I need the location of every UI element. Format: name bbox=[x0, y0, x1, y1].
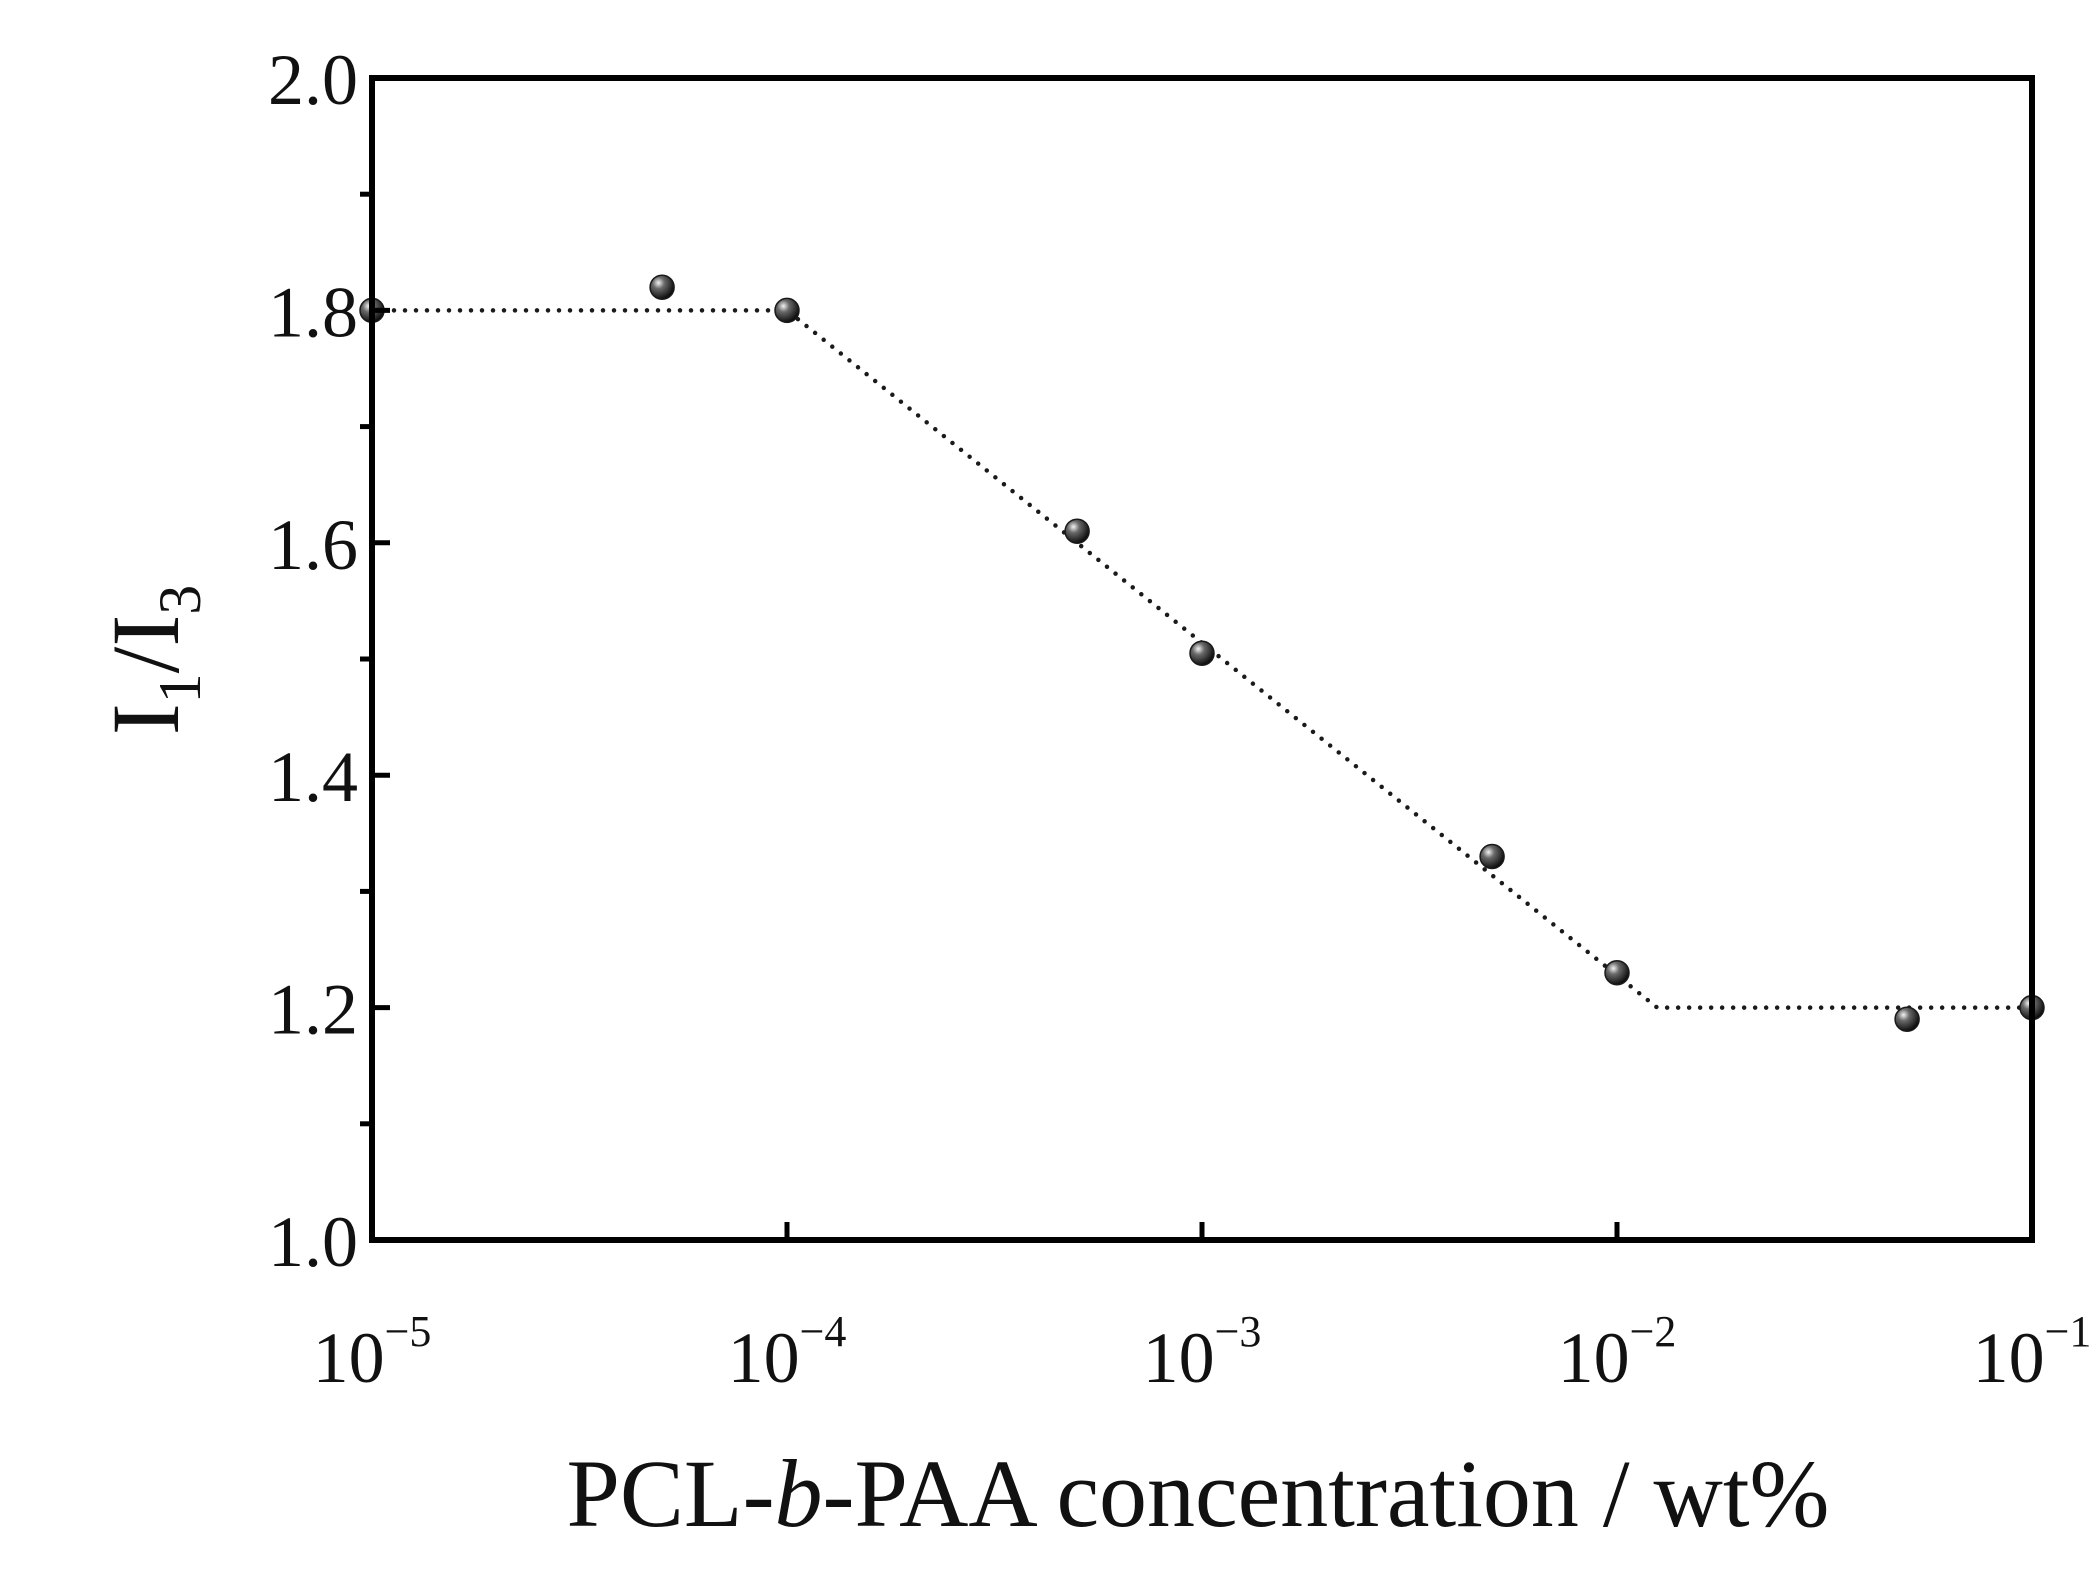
y-axis-title-slash: / bbox=[92, 646, 199, 673]
data-point bbox=[1604, 959, 1630, 986]
data-point bbox=[1064, 518, 1090, 544]
x-tick-exponent: −5 bbox=[385, 1307, 432, 1356]
x-tick-label: 10−3 bbox=[1143, 1307, 1262, 1398]
plot-frame bbox=[369, 75, 2035, 1243]
data-point bbox=[774, 297, 800, 324]
y-tick-label: 1.0 bbox=[268, 1202, 358, 1282]
data-point bbox=[1894, 1006, 1920, 1032]
x-tick-base: 10 bbox=[1558, 1318, 1630, 1398]
x-axis-title-italic: b bbox=[775, 1440, 823, 1547]
x-tick-label: 10−2 bbox=[1558, 1307, 1677, 1398]
x-tick-label: 10−1 bbox=[1973, 1307, 2092, 1398]
y-tick-label: 1.8 bbox=[268, 272, 358, 352]
fit-line-layer bbox=[369, 308, 2035, 1010]
x-tick-exponent: −1 bbox=[2045, 1307, 2092, 1356]
y-tick-label: 1.6 bbox=[268, 505, 358, 585]
x-axis-ticks: 10−5 10−4 10−3 10−2 10−1 bbox=[313, 1222, 2092, 1398]
y-tick-label: 2.0 bbox=[268, 40, 358, 120]
x-tick-exponent: −3 bbox=[1215, 1307, 1262, 1356]
x-axis-title-post: -PAA concentration / wt% bbox=[823, 1440, 1830, 1547]
data-points-layer bbox=[359, 274, 2045, 1032]
x-tick-base: 10 bbox=[1973, 1318, 2045, 1398]
y-axis-title-sub1: 1 bbox=[147, 673, 213, 703]
y-axis-title: I1/I3 bbox=[92, 585, 213, 736]
data-point bbox=[1189, 640, 1215, 666]
fit-line bbox=[369, 308, 2035, 1010]
y-axis-title-base2: I bbox=[92, 615, 199, 647]
x-tick-label: 10−4 bbox=[728, 1307, 847, 1398]
y-tick-label: 1.2 bbox=[268, 970, 358, 1050]
x-axis-title: PCL-b-PAA concentration / wt% bbox=[567, 1440, 1830, 1547]
x-tick-base: 10 bbox=[728, 1318, 800, 1398]
data-point bbox=[1479, 843, 1505, 870]
data-point bbox=[649, 274, 675, 300]
y-axis-title-sub2: 3 bbox=[147, 585, 213, 615]
x-tick-exponent: −4 bbox=[800, 1307, 847, 1356]
x-tick-exponent: −2 bbox=[1630, 1307, 1677, 1356]
x-tick-base: 10 bbox=[1143, 1318, 1215, 1398]
x-tick-base: 10 bbox=[313, 1318, 385, 1398]
x-axis-title-pre: PCL- bbox=[567, 1440, 775, 1547]
x-tick-label: 10−5 bbox=[313, 1307, 432, 1398]
y-tick-label: 1.4 bbox=[268, 737, 358, 817]
y-axis-title-base1: I bbox=[92, 703, 199, 735]
